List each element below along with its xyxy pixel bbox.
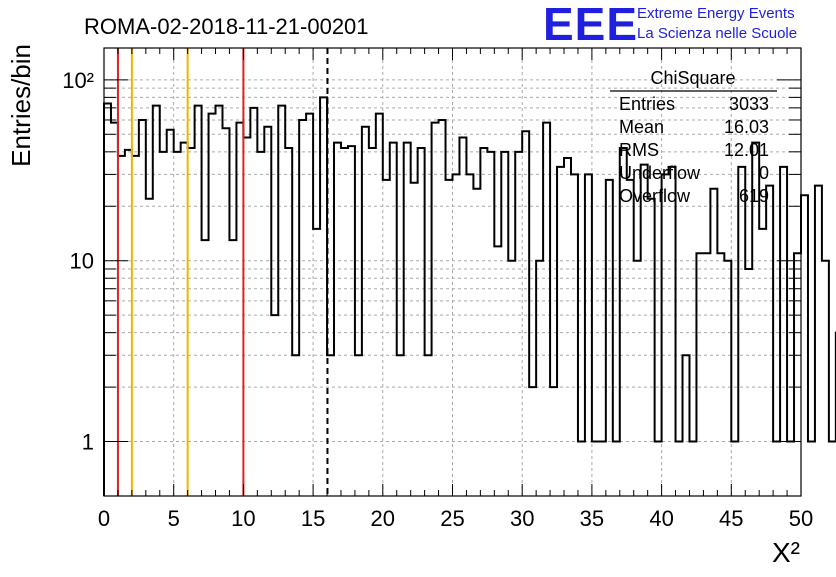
y-tick-label: 10²	[62, 68, 94, 93]
x-tick-label: 10	[231, 506, 255, 531]
x-tick-label: 45	[719, 506, 743, 531]
stats-label-rms: RMS	[619, 140, 659, 160]
x-tick-label: 30	[510, 506, 534, 531]
histogram-outline	[103, 96, 836, 496]
x-tick-label: 40	[649, 506, 673, 531]
stats-value-overflow: 619	[739, 186, 769, 206]
stats-value-mean: 16.03	[724, 117, 769, 137]
histogram-bins	[103, 96, 836, 496]
axis-ticks	[103, 48, 802, 496]
stats-box: ChiSquare Entries 3033 Mean 16.03 RMS 12…	[610, 68, 777, 206]
x-tick-label: 5	[168, 506, 180, 531]
x-tick-label: 15	[301, 506, 325, 531]
x-axis-label: X²	[772, 537, 800, 568]
x-tick-label: 0	[98, 506, 110, 531]
stats-label-entries: Entries	[619, 94, 675, 114]
chart-title: ROMA-02-2018-11-21-00201	[84, 14, 369, 39]
stats-title: ChiSquare	[650, 68, 735, 88]
logo-line-2: La Scienza nelle Scuole	[637, 25, 797, 42]
stats-value-rms: 12.01	[724, 140, 769, 160]
x-tick-label: 20	[371, 506, 395, 531]
stats-label-overflow: Overflow	[619, 186, 691, 206]
x-tick-label: 25	[440, 506, 464, 531]
y-tick-label: 10	[70, 249, 94, 274]
y-tick-label: 1	[82, 430, 94, 455]
logo-line-1: Extreme Energy Events	[637, 5, 795, 22]
stats-value-entries: 3033	[729, 94, 769, 114]
eee-logo: EEE Extreme Energy Events La Scienza nel…	[543, 0, 797, 50]
logo-letters: EEE	[543, 0, 638, 50]
reference-lines	[116, 48, 329, 496]
x-tick-label: 35	[580, 506, 604, 531]
stats-label-underflow: Underflow	[619, 163, 701, 183]
y-axis-label: Entries/bin	[6, 44, 36, 167]
stats-label-mean: Mean	[619, 117, 664, 137]
stats-value-underflow: 0	[759, 163, 769, 183]
x-tick-label: 50	[789, 506, 813, 531]
tick-labels: 0 5 10 15 20 25 30 35 40 45 50 1 10 10²	[62, 68, 813, 531]
